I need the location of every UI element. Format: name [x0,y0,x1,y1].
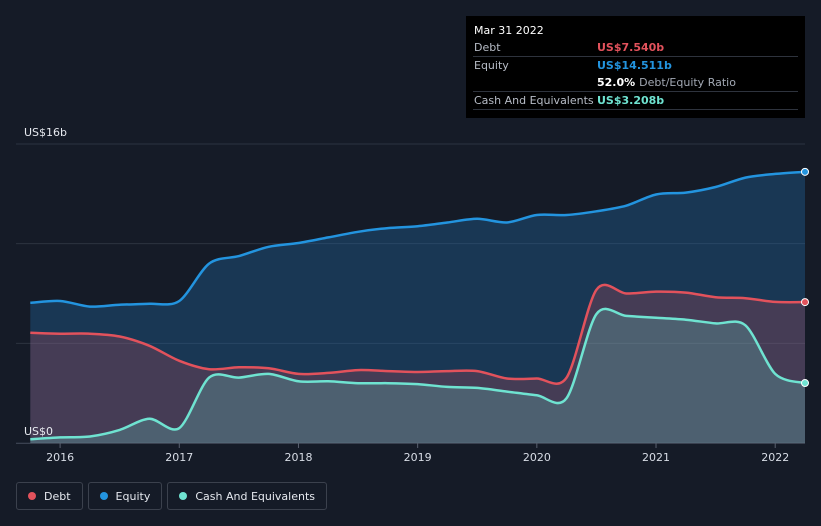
tooltip-debt-row: Debt US$7.540b [473,39,798,57]
legend-label-cash: Cash And Equivalents [195,489,315,503]
end-markers [801,167,809,388]
area-cash [30,308,806,443]
legend-dot-equity [99,492,108,500]
end-marker-equity [801,167,809,176]
legend-item-debt[interactable]: Debt [16,482,83,510]
series-areas [30,171,806,444]
tooltip-date: Mar 31 2022 [474,24,544,37]
tooltip-cash-label: Cash And Equivalents [474,94,594,107]
legend-item-cash[interactable]: Cash And Equivalents [167,482,327,510]
x-tick-label: 2021 [642,451,670,464]
chart-legend: Debt Equity Cash And Equivalents [16,482,327,510]
legend-label-debt: Debt [44,489,71,503]
tooltip-ratio: 52.0% Debt/Equity Ratio [597,74,736,91]
y-axis-top-label: US$16b [24,126,67,139]
tooltip-equity-value: US$14.511b [597,59,672,72]
end-marker-debt [801,298,809,307]
tooltip-debt-label: Debt [474,41,501,54]
tooltip-panel: Mar 31 2022 Debt US$7.540b Equity US$14.… [466,16,805,118]
tooltip-debt-value: US$7.540b [597,41,665,54]
legend-dot-debt [28,492,36,500]
end-marker-cash [801,379,809,388]
tooltip-cash-value: US$3.208b [597,94,665,107]
line-cash [30,307,806,441]
x-tick-label: 2020 [523,451,551,464]
legend-label-equity: Equity [115,489,151,503]
x-tick-label: 2017 [165,451,193,464]
x-tick-label: 2022 [761,451,789,464]
y-axis-bottom-label: US$0 [24,425,53,438]
x-tick-label: 2019 [404,451,432,464]
tooltip-equity-label: Equity [474,59,509,72]
legend-dot-cash [179,492,188,500]
series-lines [30,170,806,441]
x-tick-label: 2016 [46,451,74,464]
line-equity [30,170,806,308]
gridlines [16,143,805,444]
x-tick-label: 2018 [284,451,312,464]
line-debt [30,283,806,385]
tooltip-ratio-row: 52.0% Debt/Equity Ratio [473,74,798,92]
tooltip-ratio-value: 52.0% [597,76,636,89]
area-debt [30,284,806,443]
legend-item-equity[interactable]: Equity [87,482,163,510]
tooltip-ratio-label: Debt/Equity Ratio [639,76,736,89]
tooltip-equity-row: Equity US$14.511b [473,57,798,74]
tooltip-cash-row: Cash And Equivalents US$3.208b [473,92,798,110]
x-axis-ticks: 2016 2017 2018 2019 2020 2021 2022 [46,443,789,464]
